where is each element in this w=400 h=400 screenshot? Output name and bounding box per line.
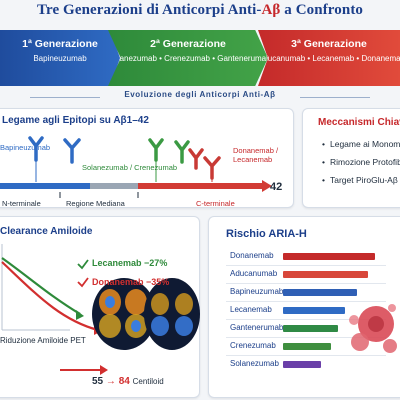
- antibody-icon-gen1: [28, 136, 44, 162]
- aria-row-divider: [226, 355, 386, 356]
- mechanism-item: Rimozione Protofibrille: [322, 157, 400, 167]
- red-blood-cells-icon: [349, 304, 397, 353]
- generation-2-banner: 2ª Generazione Solanezumab • Crenezumab …: [108, 30, 268, 86]
- generation-1-drugs: Bapineuzumab: [33, 54, 87, 63]
- lecanemab-label: Lecanemab −27%: [92, 258, 168, 268]
- aria-bar: [283, 271, 368, 278]
- generation-3-drugs: Aducanumab • Lecanemab • Donanemab: [258, 54, 400, 63]
- peptide-n-terminal: [0, 183, 90, 189]
- generation-3-banner: 3ª Generazione Aducanumab • Lecanemab • …: [258, 30, 400, 86]
- brain-scan-icon: [92, 278, 156, 350]
- clearance-xlabel: Riduzione Amiloide PET: [0, 336, 86, 345]
- aria-row-divider: [226, 265, 386, 266]
- epitope-label-gen1: Bapineuzumab: [0, 143, 51, 152]
- donanemab-line: [1, 261, 99, 332]
- aria-bar: [283, 343, 331, 350]
- peptide-c-terminal: [138, 183, 262, 189]
- title-main: Tre Generazioni di Anticorpi Anti-: [36, 2, 262, 18]
- epitope-label-gen2: Solanezumab / Crenezumab: [82, 163, 178, 172]
- epitope-label-gen3: Donanemab / Lecanemab: [233, 146, 279, 164]
- region-c-terminal: C-terminale: [196, 199, 235, 208]
- aria-label: Crenezumab: [230, 341, 276, 350]
- aria-label: Donanemab: [230, 251, 274, 260]
- aria-bar: [283, 253, 375, 260]
- region-n-terminal: N-terminale: [2, 199, 41, 208]
- mechanisms-title: Meccanismi Chiave: [318, 117, 400, 128]
- page-title: Tre Generazioni di Anticorpi Anti-Aβ a C…: [0, 2, 400, 26]
- aria-bar: [283, 307, 345, 314]
- title-ab: Aβ: [261, 2, 281, 18]
- generation-2-drugs: Solanezumab • Crenezumab • Gantenerumab: [108, 54, 271, 63]
- aria-row-divider: [226, 283, 386, 284]
- aria-label: Solanezumab: [230, 359, 279, 368]
- donanemab-label: Donanemab −35%: [92, 277, 170, 287]
- generation-2-title: 2ª Generazione: [150, 38, 226, 50]
- generation-1-banner: 1ª Generazione Bapineuzumab: [0, 30, 120, 86]
- title-suffix: a Confronto: [280, 2, 364, 18]
- epitope-diagram: [0, 136, 272, 198]
- aria-row-divider: [226, 319, 386, 320]
- check-icon: [77, 259, 89, 270]
- aria-bar: [283, 289, 357, 296]
- evolution-label: Evoluzione degli Anticorpi Anti-Aβ: [0, 90, 400, 104]
- brain-scan-icon: [144, 278, 200, 350]
- clearance-chart: [1, 244, 200, 375]
- aria-bar: [283, 325, 338, 332]
- peptide-mid: [90, 183, 138, 189]
- region-mid: Regione Mediana: [66, 199, 125, 208]
- antibody-icon-gen1b: [63, 138, 81, 164]
- aria-label: Lecanemab: [230, 305, 272, 314]
- aria-row-divider: [226, 337, 386, 338]
- mechanism-item: Legame ai Monomeri: [322, 139, 400, 149]
- antibody-icon-gen2: [148, 138, 164, 162]
- aria-label: Gantenerumab: [230, 323, 284, 332]
- mechanism-item: Target PiroGlu-Aβ: [322, 175, 398, 185]
- epitope-end-number: 42: [270, 181, 283, 193]
- epitope-panel: [0, 108, 294, 208]
- aria-label: Bapineuzumab: [230, 287, 284, 296]
- check-icon: [77, 277, 89, 288]
- antibody-icon-gen3b: [203, 156, 221, 180]
- generation-3-title: 3ª Generazione: [291, 38, 367, 50]
- epitope-title: Legame agli Epitopi su Aβ1–42: [2, 115, 149, 126]
- antibody-icon-gen3: [188, 148, 204, 170]
- aria-title: Rischio ARIA-H: [226, 228, 307, 240]
- aria-bar: [283, 361, 321, 368]
- centiloid-range: 55 → 84 Centiloid: [92, 376, 164, 387]
- aria-row-divider: [226, 301, 386, 302]
- lecanemab-line: [1, 257, 81, 315]
- generation-1-title: 1ª Generazione: [22, 38, 98, 50]
- aria-label: Aducanumab: [230, 269, 278, 278]
- clearance-title: Clearance Amiloide: [0, 226, 93, 237]
- antibody-icon-gen2b: [174, 140, 190, 164]
